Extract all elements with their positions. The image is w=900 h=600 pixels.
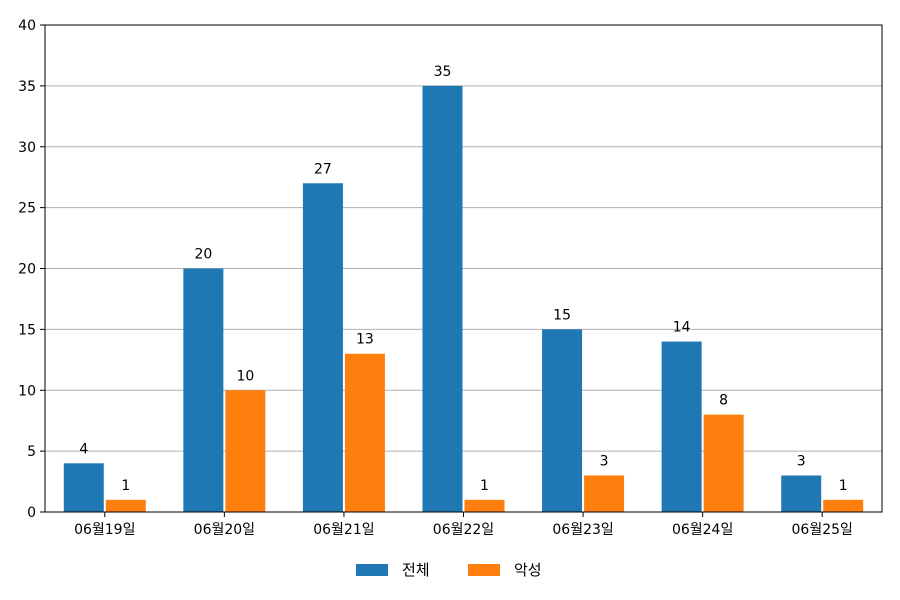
legend-label-total: 전체 — [402, 561, 430, 579]
bar-total-6 — [781, 475, 822, 512]
bar-malicious-5 — [703, 414, 744, 512]
x-tick-label-2: 06월21일 — [313, 522, 374, 538]
x-tick-label-1: 06월20일 — [194, 522, 255, 538]
data-label-total-5: 14 — [673, 320, 691, 336]
y-tick-label-20: 20 — [18, 262, 36, 278]
legend-swatch-malicious — [468, 564, 500, 576]
data-label-malicious-6: 1 — [839, 478, 848, 494]
y-tick-label-30: 30 — [18, 140, 36, 156]
data-label-malicious-2: 13 — [356, 332, 374, 348]
x-tick-label-6: 06월25일 — [792, 522, 853, 538]
y-tick-label-35: 35 — [18, 79, 36, 95]
plot-frame — [44, 24, 883, 513]
bar-total-2 — [302, 183, 343, 512]
y-tick-label-5: 5 — [27, 444, 36, 460]
bar-total-0 — [63, 463, 104, 512]
data-label-malicious-4: 3 — [600, 453, 609, 469]
bar-malicious-1 — [225, 390, 266, 512]
bar-malicious-6 — [823, 499, 864, 512]
axes: 06월19일 06월20일 06월21일 06월22일 06월23일 06월24일 06월2… — [18, 18, 883, 538]
bar-malicious-3 — [464, 499, 505, 512]
x-tick-label-3: 06월22일 — [433, 522, 494, 538]
y-tick-label-10: 10 — [18, 383, 36, 399]
data-label-total-2: 27 — [314, 161, 332, 177]
bar-malicious-4 — [584, 475, 625, 512]
bar-total-1 — [183, 268, 224, 512]
legend-swatch-total — [356, 564, 388, 576]
bar-total-4 — [542, 329, 583, 512]
data-label-malicious-0: 1 — [121, 478, 130, 494]
x-tick-label-0: 06월19일 — [74, 522, 135, 538]
x-tick-label-5: 06월24일 — [672, 522, 733, 538]
data-label-total-1: 20 — [194, 247, 212, 263]
legend-label-malicious: 악성 — [514, 561, 542, 579]
data-label-total-6: 3 — [797, 453, 806, 469]
data-label-malicious-3: 1 — [480, 478, 489, 494]
data-label-malicious-5: 8 — [719, 393, 728, 409]
data-label-total-4: 15 — [553, 307, 571, 323]
x-tick-label-4: 06월23일 — [552, 522, 613, 538]
y-tick-label-15: 15 — [18, 322, 36, 338]
gridlines — [45, 85, 882, 452]
bar-total-3 — [422, 85, 463, 512]
data-label-total-0: 4 — [79, 441, 88, 457]
y-tick-label-0: 0 — [27, 505, 36, 521]
legend: 전체 악성 — [356, 561, 542, 579]
bar-malicious-2 — [344, 353, 385, 512]
data-label-total-3: 35 — [434, 64, 452, 80]
y-tick-label-40: 40 — [18, 18, 36, 34]
y-tick-label-25: 25 — [18, 201, 36, 217]
data-labels: 4 1 20 10 27 13 35 1 15 3 14 8 3 1 — [79, 64, 847, 494]
bar-total-5 — [661, 341, 702, 512]
bar-malicious-0 — [105, 499, 146, 512]
data-label-malicious-1: 10 — [236, 368, 254, 384]
bars — [63, 85, 864, 512]
